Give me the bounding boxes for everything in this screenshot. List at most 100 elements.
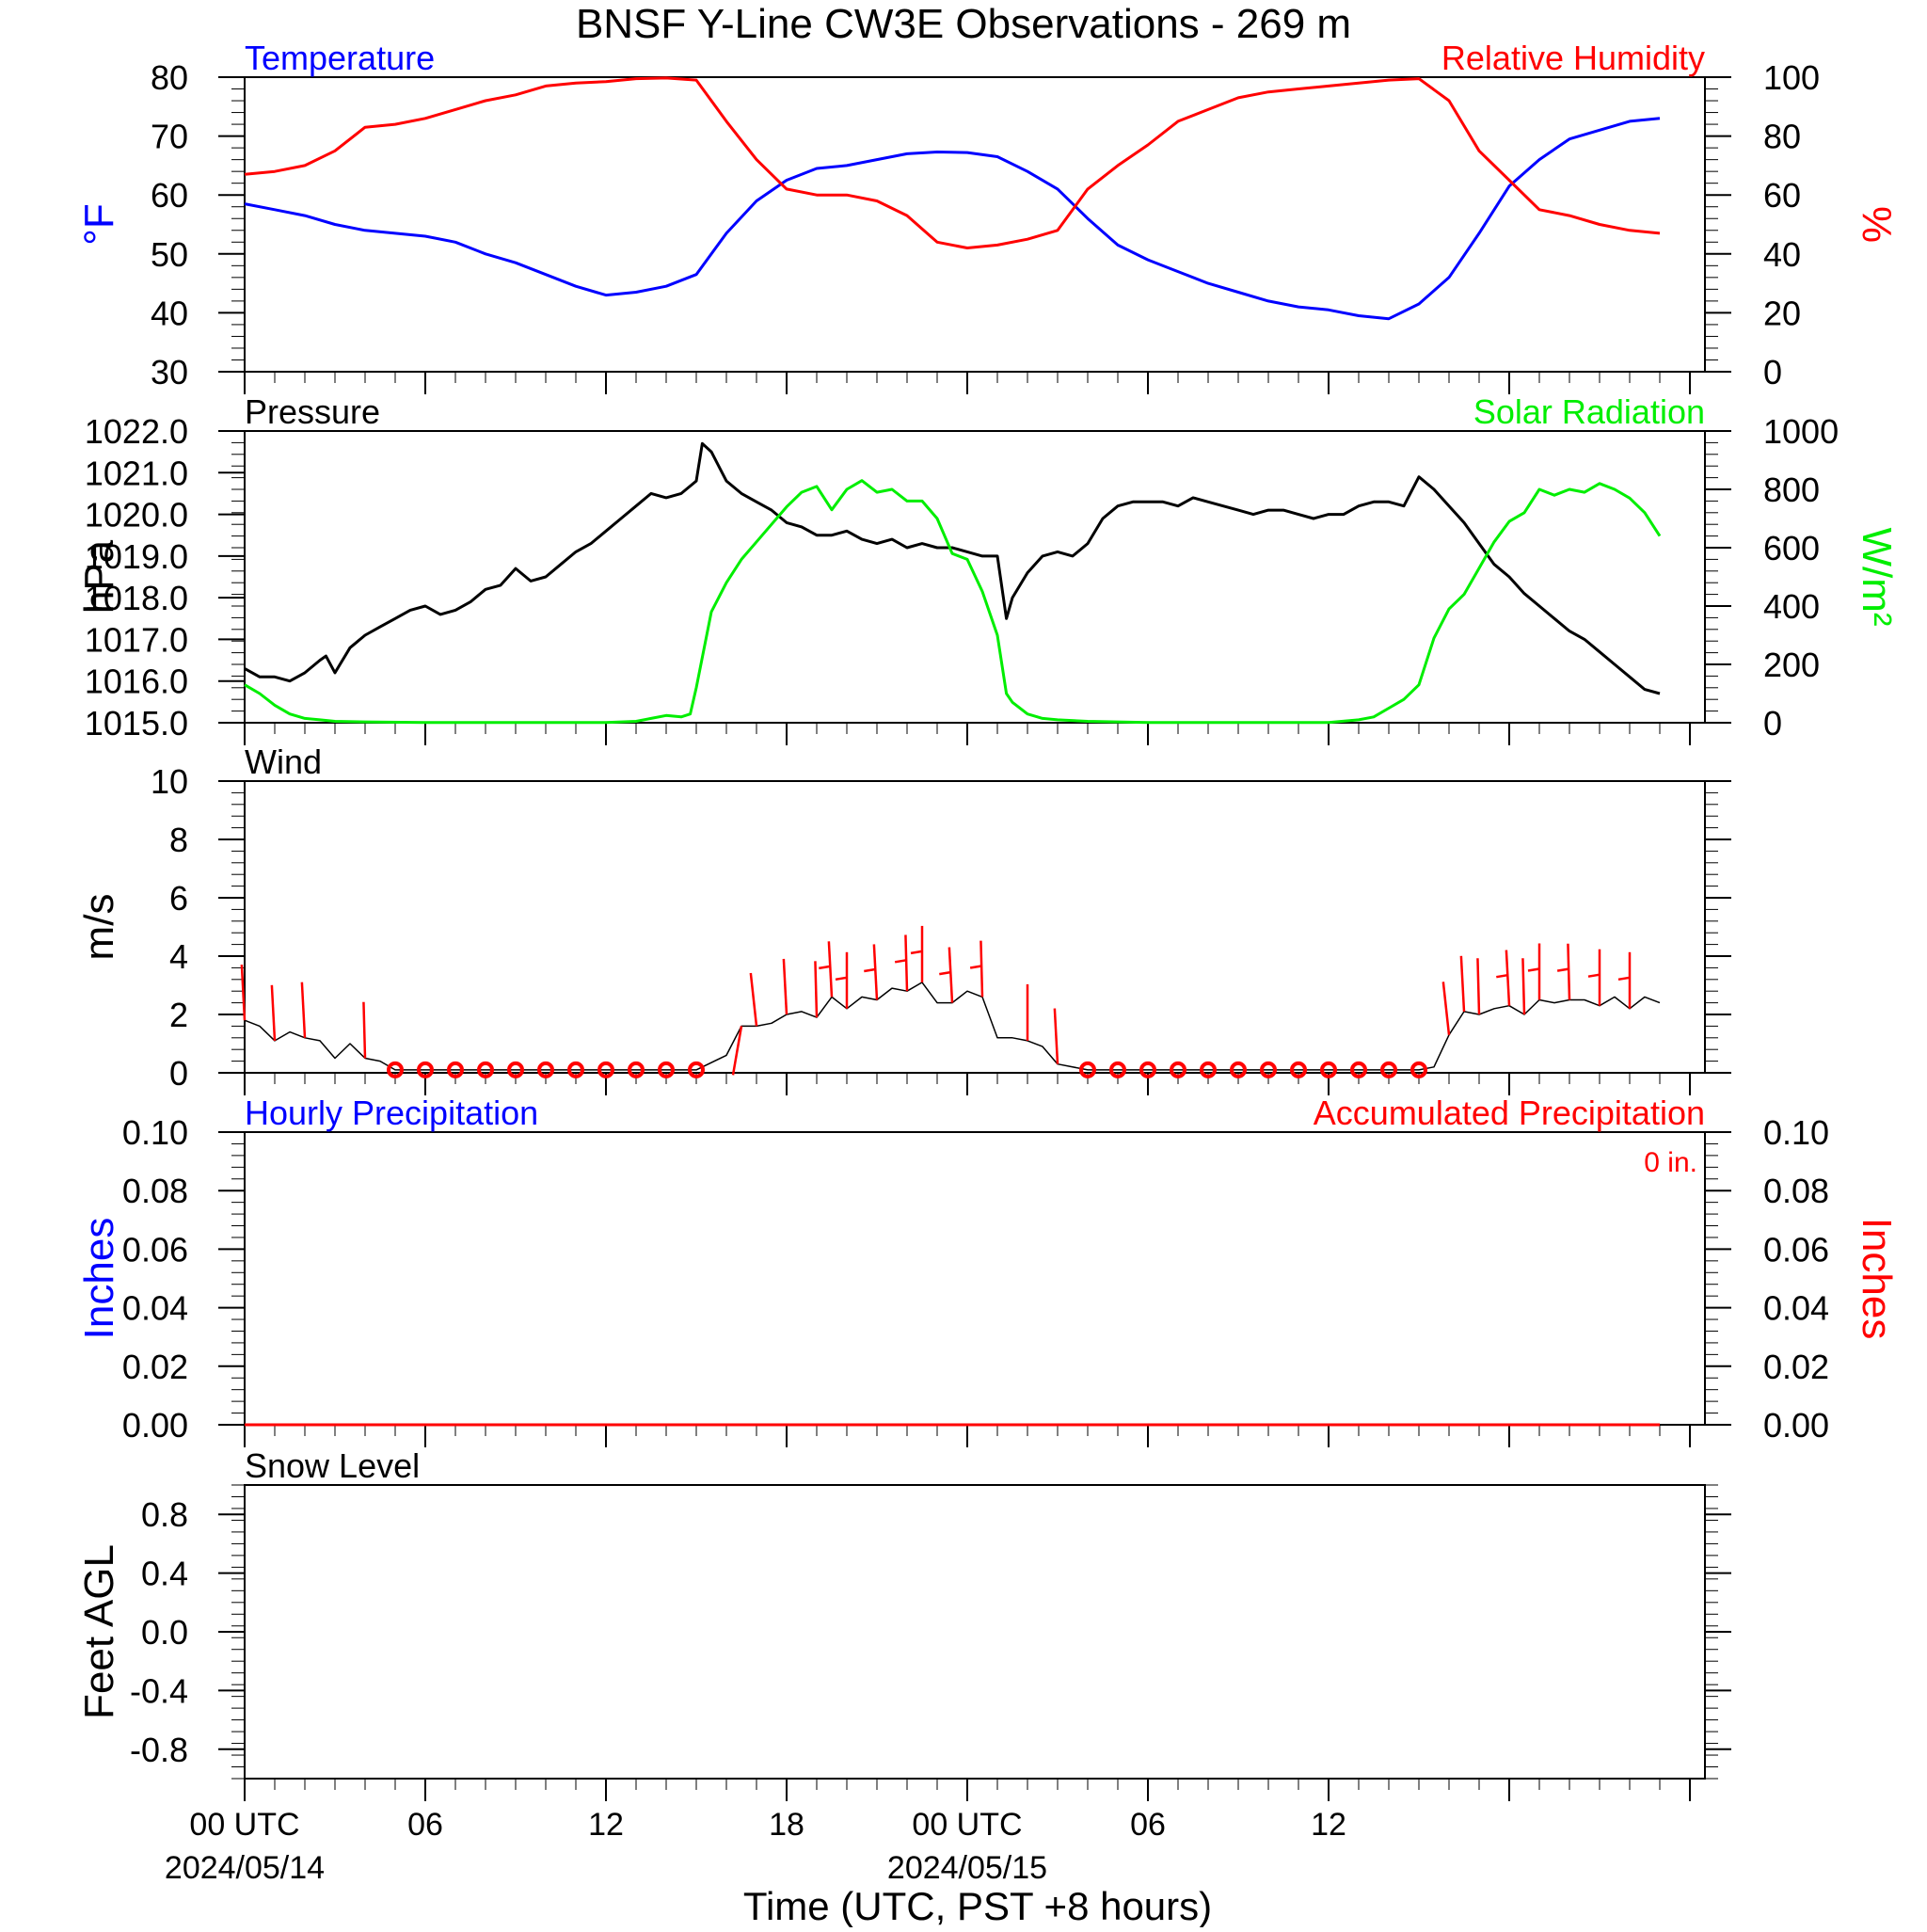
y-tick-label: 1022.0: [85, 412, 188, 451]
wind-barb: [782, 958, 788, 1015]
x-tick-label: 06: [407, 1807, 443, 1843]
wind-calm-circle: [1260, 1061, 1277, 1078]
y-axis-title-left: Feet AGL: [76, 1544, 122, 1719]
wind-barb-flag: [819, 965, 831, 970]
y-tick-label: 0.02: [122, 1348, 188, 1386]
panel-right-label: Solar Radiation: [1473, 392, 1705, 431]
wind-calm-circle: [1079, 1061, 1096, 1078]
y-tick-label: 0.08: [122, 1172, 188, 1210]
wind-barb-flag: [1527, 967, 1540, 972]
y-tick-label: 1020.0: [85, 496, 188, 535]
series-line-solar-radiation: [244, 479, 1662, 725]
wind-calm-circle: [1170, 1061, 1186, 1078]
wind-calm-circle: [1139, 1061, 1156, 1078]
x-tick-label: 06: [1130, 1807, 1166, 1843]
wind-barb: [300, 982, 307, 1038]
y-tick-label: 2: [169, 996, 188, 1034]
y-axis-title-left: °F: [76, 203, 122, 245]
series-line-relative-humidity: [244, 76, 1661, 249]
y-right-tick-label: 0.04: [1763, 1289, 1829, 1328]
wind-barb: [1459, 955, 1466, 1012]
panel-wind: 0 2 4 6 8 10 m/s Wind: [76, 742, 1731, 1095]
wind-barb: [749, 972, 758, 1027]
wind-barb-flag: [1617, 976, 1631, 982]
y-tick-label: -0.8: [130, 1731, 188, 1769]
panel-frame: [244, 430, 1706, 724]
y-axis-title-left: Inches: [76, 1218, 122, 1340]
wind-barb-flag: [1587, 973, 1601, 978]
panel-snow: -0.8 -0.4 0.0 0.4 0.8 Feet AGL Snow Level: [76, 1446, 1731, 1801]
wind-calm-circle: [628, 1061, 645, 1078]
x-tick-label: 2024/05/14: [165, 1850, 325, 1886]
y-tick-label: 1017.0: [85, 620, 188, 659]
wind-calm-circle: [507, 1061, 524, 1078]
panel-left-label: Hourly Precipitation: [245, 1094, 538, 1132]
wind-barb: [731, 1026, 743, 1076]
wind-barb: [1441, 982, 1451, 1035]
wind-barb-flag: [894, 959, 907, 964]
y-tick-label: 30: [151, 353, 188, 391]
y-right-tick-label: 60: [1763, 176, 1801, 215]
y-right-tick-label: 0.02: [1763, 1348, 1829, 1386]
x-tick-label: 00 UTC: [189, 1807, 299, 1843]
y-right-tick-label: 20: [1763, 294, 1801, 332]
wind-calm-circle: [688, 1061, 705, 1078]
y-tick-label: 80: [151, 58, 188, 97]
wind-barb: [1505, 950, 1511, 1006]
wind-barb-flag: [969, 965, 982, 969]
y-tick-label: 70: [151, 118, 188, 156]
y-tick-label: 50: [151, 235, 188, 274]
y-right-tick-label: 400: [1763, 587, 1820, 626]
wind-barb: [814, 961, 819, 1018]
y-tick-label: 0: [169, 1054, 188, 1093]
panel-right-label: Accumulated Precipitation: [1314, 1094, 1705, 1132]
y-tick-label: 0.06: [122, 1230, 188, 1269]
wind-calm-circle: [597, 1061, 614, 1078]
panel-left-label: Pressure: [245, 392, 380, 431]
y-right-tick-label: 1000: [1763, 412, 1839, 451]
y-tick-label: 0.0: [141, 1613, 188, 1652]
wind-calm-circle: [658, 1061, 675, 1078]
y-tick-label: 1018.0: [85, 579, 188, 617]
y-tick-label: 4: [169, 937, 188, 976]
y-right-tick-label: 800: [1763, 471, 1820, 509]
wind-barb-flag: [835, 976, 848, 982]
x-axis-title: Time (UTC, PST +8 hours): [743, 1884, 1212, 1927]
y-tick-label: 0.04: [122, 1289, 188, 1328]
wind-calm-circle: [1109, 1061, 1126, 1078]
y-tick-label: 1016.0: [85, 663, 188, 701]
y-tick-label: 1015.0: [85, 704, 188, 742]
y-tick-label: -0.4: [130, 1671, 188, 1710]
wind-barb-flag: [1496, 973, 1508, 979]
panel-temp_rh: 30 40 50 60 70 80 0 20 40 60 80 100 °F % Temperature Re…: [76, 39, 1900, 394]
y-axis-title-right: Inches: [1854, 1218, 1900, 1340]
wind-barb: [270, 984, 277, 1041]
accum-precip-total: 0 in.: [1644, 1147, 1697, 1178]
wind-calm-circle: [1230, 1061, 1247, 1078]
wind-barb-flag: [864, 967, 876, 973]
wind-calm-circle: [1320, 1061, 1337, 1078]
panel-right-label: Relative Humidity: [1441, 39, 1705, 77]
wind-calm-circle: [417, 1061, 434, 1078]
wind-barb: [1567, 943, 1571, 1000]
wind-calm-circle: [1350, 1061, 1367, 1078]
y-tick-label: 60: [151, 176, 188, 215]
x-tick-label: 2024/05/15: [887, 1850, 1047, 1886]
wind-calm-circle: [447, 1061, 464, 1078]
y-tick-label: 1019.0: [85, 537, 188, 576]
wind-barb: [979, 940, 984, 998]
y-right-tick-label: 80: [1763, 118, 1801, 156]
wind-calm-circle: [387, 1061, 404, 1078]
panel-frame: [244, 780, 1706, 1074]
y-tick-label: 6: [169, 879, 188, 918]
wind-calm-circle: [1290, 1061, 1307, 1078]
y-right-tick-label: 600: [1763, 529, 1820, 567]
y-right-tick-label: 0: [1763, 704, 1782, 742]
wind-barb: [948, 947, 954, 1003]
y-tick-label: 0.8: [141, 1495, 188, 1534]
y-right-tick-label: 40: [1763, 235, 1801, 274]
wind-barb: [872, 944, 879, 1000]
panel-frame: [244, 76, 1706, 373]
panel-left-label: Temperature: [245, 39, 435, 77]
